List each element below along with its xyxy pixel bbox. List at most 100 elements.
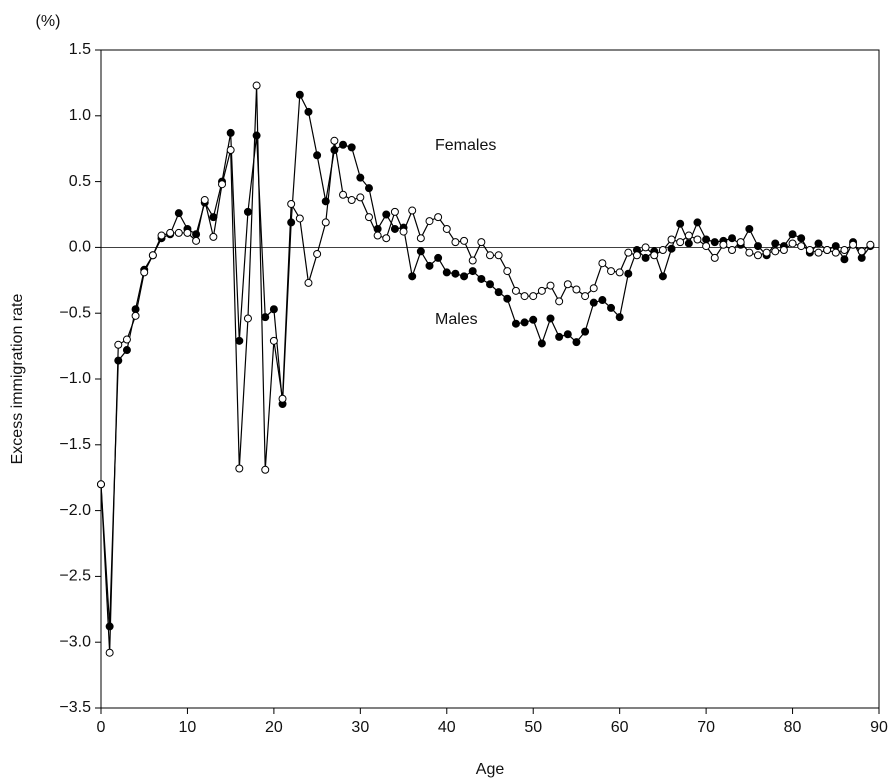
series-marker — [589, 284, 598, 293]
series-marker — [434, 213, 443, 222]
series-marker — [866, 240, 875, 249]
series-marker — [494, 251, 503, 260]
series-marker — [105, 648, 114, 657]
series-marker — [762, 248, 771, 257]
series-marker — [641, 243, 650, 252]
series-marker — [295, 214, 304, 223]
series-marker — [676, 219, 685, 228]
series-marker — [304, 278, 313, 287]
series-marker — [840, 255, 849, 264]
series-marker — [667, 244, 676, 253]
x-axis-label: Age — [476, 761, 505, 778]
series-marker — [814, 248, 823, 257]
series-marker — [857, 253, 866, 262]
series-marker — [451, 238, 460, 247]
series-marker — [650, 251, 659, 260]
series-marker — [425, 261, 434, 270]
series-marker — [356, 193, 365, 202]
series-marker — [468, 267, 477, 276]
series-marker — [624, 269, 633, 278]
series-marker — [166, 228, 175, 237]
series-marker — [425, 217, 434, 226]
series-marker — [356, 173, 365, 182]
series-marker — [563, 280, 572, 289]
series-marker — [736, 238, 745, 247]
x-tick-label: 40 — [438, 719, 456, 736]
series-marker — [140, 268, 149, 277]
y-tick-label: −1.0 — [59, 370, 91, 387]
series-marker — [745, 224, 754, 233]
series-marker — [814, 239, 823, 248]
series-marker — [728, 234, 737, 243]
series-marker — [849, 240, 858, 249]
series-marker — [218, 180, 227, 189]
series-marker — [347, 143, 356, 152]
series-line — [100, 92, 871, 627]
series-marker — [477, 274, 486, 283]
series-marker — [529, 315, 538, 324]
series-marker — [486, 251, 494, 260]
y-tick-label: −2.0 — [59, 502, 91, 519]
series-marker — [555, 332, 564, 341]
series-marker — [779, 246, 788, 255]
series-marker — [693, 235, 702, 244]
series-marker — [624, 248, 633, 257]
series-marker — [719, 240, 728, 249]
series-marker — [451, 269, 460, 278]
x-tick-label: 0 — [97, 719, 106, 736]
x-tick-label: 50 — [524, 719, 542, 736]
series-marker — [261, 465, 270, 474]
series-marker — [330, 136, 339, 145]
series-marker — [615, 268, 624, 277]
x-tick-label: 60 — [611, 719, 629, 736]
series-label: Males — [435, 311, 478, 328]
series-marker — [788, 230, 797, 239]
series-marker — [598, 259, 607, 268]
series-marker — [131, 311, 140, 320]
series-marker — [226, 146, 235, 155]
series-marker — [771, 247, 780, 256]
series-marker — [243, 314, 252, 323]
series-marker — [797, 242, 806, 251]
series-marker — [382, 210, 391, 219]
series-marker — [503, 294, 512, 303]
series-marker — [555, 297, 564, 306]
series-marker — [520, 292, 529, 301]
series-marker — [131, 305, 140, 314]
series-marker — [157, 231, 166, 240]
series-marker — [684, 239, 693, 248]
series-marker — [313, 151, 322, 160]
series-marker — [511, 319, 520, 328]
series-marker — [486, 280, 494, 289]
series-marker — [529, 292, 538, 301]
series-marker — [278, 394, 287, 403]
series-marker — [684, 231, 693, 240]
series-marker — [399, 227, 408, 236]
series-marker — [537, 286, 546, 295]
series-marker — [598, 296, 607, 305]
series-marker — [304, 107, 313, 116]
series-marker — [745, 248, 754, 257]
series-marker — [226, 128, 235, 137]
x-tick-label: 10 — [179, 719, 197, 736]
series-marker — [287, 218, 296, 227]
series-marker — [546, 314, 555, 323]
y-axis-label: Excess immigration rate — [9, 294, 26, 465]
series-marker — [442, 224, 451, 233]
series-marker — [321, 218, 330, 227]
series-marker — [710, 253, 719, 262]
series-marker — [511, 286, 520, 295]
series-marker — [494, 288, 503, 297]
series-marker — [831, 242, 840, 251]
x-tick-label: 70 — [697, 719, 715, 736]
series-marker — [408, 272, 417, 281]
y-tick-label: 1.0 — [69, 107, 91, 124]
series-marker — [339, 140, 348, 149]
series-marker — [416, 234, 425, 243]
series-marker — [520, 318, 529, 327]
y-tick-label: 0.5 — [69, 173, 91, 190]
series-marker — [693, 218, 702, 227]
series-marker — [192, 236, 201, 245]
y-tick-label: −1.5 — [59, 436, 91, 453]
